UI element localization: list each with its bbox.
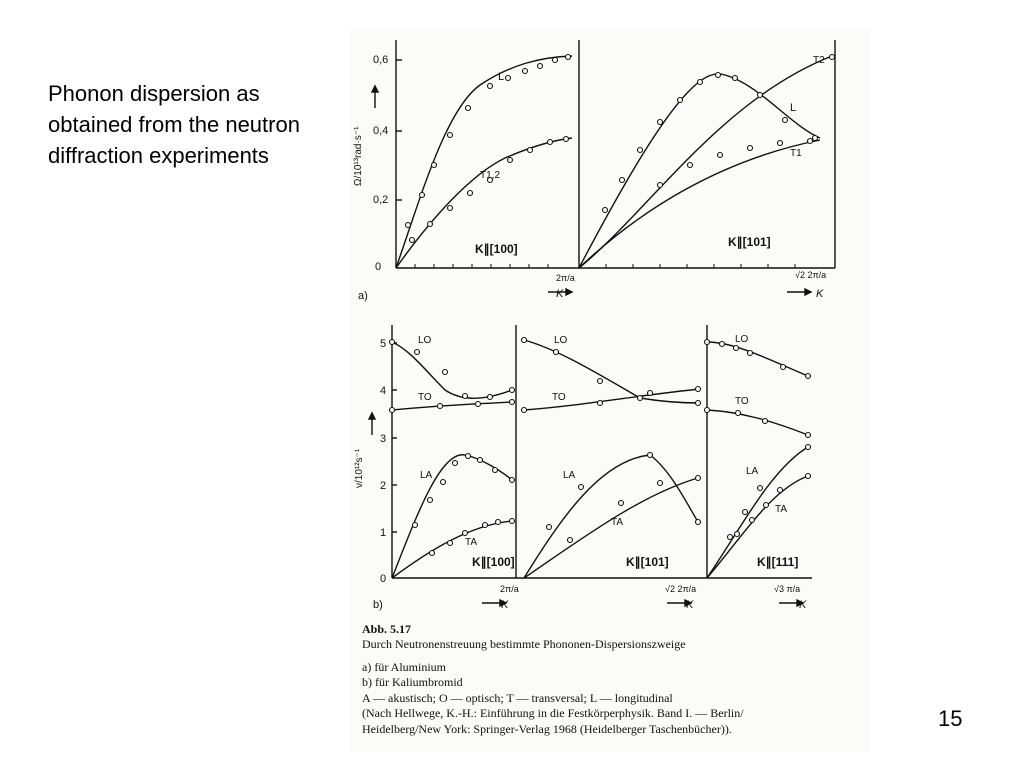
fig-b-curve-TO-100 [391,401,513,411]
fig-a-label-L: L [498,71,504,83]
fig-a-label-T2: T2 [813,55,825,66]
scanned-figure-page [350,30,870,752]
fig-b-ytick-1: 1 [380,527,386,539]
caption-line-2: a) für Aluminium [362,660,446,674]
caption-line-6: Heidelberg/New York: Springer-Verlag 196… [362,722,732,736]
fig-a-ylabel: Ω/10¹³rad·s⁻¹ [353,126,364,186]
fig-b-curve-TO-101 [523,388,701,411]
fig-b-panel2-label: K∥[101] [626,555,669,569]
fig-b-panel2-xend: √2 2π/a [665,584,696,594]
fig-a-curve-T1-101 [578,139,821,269]
fig-a-curve-T2-101 [578,55,833,269]
slide-number: 15 [938,706,963,731]
fig-a-label-L2: L [790,102,796,114]
caption-line-1: Durch Neutronenstreuung bestimmte Phonon… [362,637,686,651]
fig-a-label-T12: T1,2 [480,170,500,181]
fig-a-ytick-0: 0 [375,261,381,273]
fig-b-panel3-label: K∥[111] [757,555,798,569]
fig-a-ytick-2: 0,4 [373,125,388,137]
fig-a-panel2-label: K∥[101] [728,235,771,249]
fig-b-curve-TA-111 [706,475,809,579]
fig-b-curve-LO-111 [706,341,809,377]
fig-a-k-label-2: K [816,288,824,300]
fig-a-ytick-3: 0,6 [373,54,388,66]
fig-b-label-TA-2: TA [611,517,623,528]
fig-b-curve-TA-101 [523,477,699,579]
fig-b-curve-LA-101 [523,454,699,579]
fig-a-panel1-label: K∥[100] [475,242,518,256]
fig-b-curve-LO-101 [523,339,701,404]
fig-b-k-label-2: K [686,599,694,611]
fig-b-ytick-3: 3 [380,433,386,445]
fig-a-k-label-1: K [556,288,564,300]
fig-b-label-TO-1: TO [418,392,432,403]
fig-a-panel2-xend: √2 2π/a [795,270,826,280]
fig-b-ytick-4: 4 [380,385,386,397]
fig-a-curve-L-100 [395,55,573,269]
fig-b-panel1-label: K∥[100] [472,555,515,569]
fig-b-k-label-3: K [799,599,807,611]
data-point-markers [388,53,836,557]
fig-b-panel1-xend: 2π/a [500,584,519,594]
fig-a-curve-L-101 [578,73,821,269]
fig-b-k-label-1: K [501,599,509,611]
fig-b-label-TA-3: TA [775,504,787,515]
fig-a-panel-label: a) [358,290,368,302]
slide-title: Phonon dispersion as obtained from the n… [48,81,300,168]
fig-b-label-LA-3: LA [746,466,759,477]
caption-line-4: A — akustisch; O — optisch; T — transver… [362,691,673,705]
fig-b-curve-LO-100 [391,341,513,399]
fig-b-curve-LA-111 [706,446,809,579]
fig-b-label-LA-2: LA [563,470,576,481]
fig-b-ytick-0: 0 [380,573,386,585]
fig-b-label-TA-1: TA [465,537,477,548]
caption-line-5: (Nach Hellwege, K.-H.: Einführung in die… [362,706,744,720]
fig-b-label-TO-2: TO [552,392,566,403]
fig-b-ytick-2: 2 [380,480,386,492]
fig-b-curve-TO-111 [706,409,809,436]
fig-b-label-LA-1: LA [420,470,433,481]
fig-a-label-T1: T1 [790,148,802,159]
fig-b-label-LO-2: LO [554,335,568,346]
fig-b-label-LO-1: LO [418,335,432,346]
caption-heading: Abb. 5.17 [362,622,412,636]
fig-a-ytick-1: 0,2 [373,194,388,206]
fig-a-panel1-xend: 2π/a [556,273,575,283]
fig-b-label-LO-3: LO [735,334,749,345]
caption-line-3: b) für Kaliumbromid [362,675,463,689]
fig-b-label-TO-3: TO [735,396,749,407]
fig-b-panel3-xend: √3 π/a [774,584,800,594]
fig-b-ylabel: ν/10¹²s⁻¹ [354,448,365,488]
fig-b-ytick-5: 5 [380,338,386,350]
fig-b-panel-label: b) [373,599,383,611]
fig-b-curve-TA-100 [391,520,513,579]
